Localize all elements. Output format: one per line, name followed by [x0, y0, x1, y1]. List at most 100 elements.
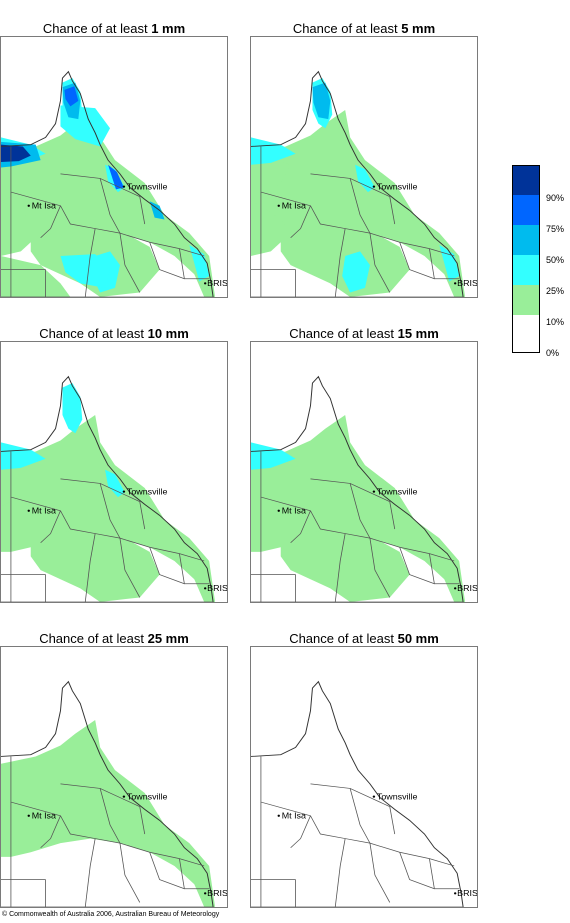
rainfall-region — [251, 137, 296, 165]
place-marker — [372, 490, 376, 493]
district-border — [149, 242, 185, 280]
rainfall-region — [342, 251, 370, 293]
place-marker — [122, 490, 126, 493]
district-border — [399, 242, 435, 280]
map-graphic: Townsville Mt Isa BRIS — [251, 375, 477, 602]
rainfall-region — [1, 414, 216, 602]
map-graphic: Townsville Mt Isa BRIS — [1, 375, 227, 602]
place-marker — [27, 204, 30, 207]
panel-title: Chance of at least 10 mm — [39, 326, 189, 341]
townsville-label: Townsville — [127, 792, 168, 802]
coastline — [1, 70, 214, 297]
district-border — [349, 483, 396, 530]
district-border — [260, 496, 346, 534]
rainfall-region — [189, 245, 210, 282]
district-border — [290, 510, 311, 543]
district-border — [40, 205, 61, 238]
map-25mm: Townsville Mt Isa BRIS — [0, 646, 228, 908]
townsville-label: Townsville — [127, 182, 168, 192]
rainfall-region — [62, 383, 83, 434]
rainfall-region — [1, 255, 71, 297]
district-border — [260, 191, 346, 229]
place-marker — [122, 795, 126, 798]
bris-label: BRIS — [457, 888, 477, 898]
district-border — [179, 248, 210, 280]
bris-label: BRIS — [457, 583, 477, 593]
district-border — [60, 173, 121, 234]
legend-swatch-75 — [512, 195, 540, 225]
map-graphic: Townsville Mt Isa BRIS — [251, 680, 477, 907]
district-border — [10, 801, 96, 839]
district-border — [334, 533, 346, 602]
rainfall-region — [1, 442, 46, 470]
district-border — [119, 843, 141, 903]
district-border — [369, 233, 391, 293]
district-border — [290, 815, 311, 848]
panel-title: Chance of at least 15 mm — [289, 326, 439, 341]
district-border — [310, 478, 371, 539]
legend-label-25: 25% — [546, 286, 565, 296]
coastline — [251, 70, 464, 297]
place-marker — [277, 204, 280, 207]
townsville-label: Townsville — [377, 182, 418, 192]
rainfall-region — [64, 86, 79, 107]
rainfall-region — [60, 254, 111, 288]
district-border — [84, 838, 96, 907]
legend-swatch-10 — [512, 285, 540, 315]
place-marker — [372, 795, 376, 798]
district-border — [349, 178, 396, 225]
rainfall-region — [1, 719, 216, 907]
district-border — [334, 228, 346, 297]
rainfall-region — [1, 144, 31, 162]
place-marker — [27, 509, 30, 512]
legend-swatch-90 — [512, 165, 540, 195]
district-border — [260, 801, 346, 839]
place-marker — [372, 185, 376, 188]
rainfall-region — [355, 164, 375, 193]
district-border — [349, 788, 396, 835]
rainfall-region — [108, 164, 124, 190]
mt-isa-label: Mt Isa — [32, 506, 57, 516]
place-marker — [454, 892, 457, 895]
coastline — [1, 375, 214, 602]
place-marker — [454, 587, 457, 590]
district-border — [60, 783, 121, 844]
map-graphic: Townsville Mt Isa BRIS — [251, 70, 477, 297]
mt-isa-label: Mt Isa — [32, 201, 57, 211]
rainfall-region — [1, 109, 216, 297]
district-border — [99, 788, 146, 835]
coastline — [251, 375, 464, 602]
panel-title: Chance of at least 50 mm — [289, 631, 439, 646]
townsville-label: Townsville — [377, 792, 418, 802]
legend-label-90: 90% — [546, 193, 565, 203]
mt-isa-label: Mt Isa — [282, 811, 307, 821]
rainfall-region — [30, 529, 160, 602]
legend-label-0: 0% — [546, 348, 560, 358]
district-border — [10, 191, 96, 229]
bris-label: BRIS — [457, 278, 477, 288]
district-border — [40, 510, 61, 543]
map-5mm: Townsville Mt Isa BRIS — [250, 36, 478, 298]
district-border — [99, 178, 146, 225]
district-border — [40, 815, 61, 848]
panel-title: Chance of at least 1 mm — [42, 21, 186, 36]
map-graphic: Townsville Mt Isa BRIS — [1, 680, 227, 907]
bris-label: BRIS — [207, 278, 227, 288]
district-border — [149, 852, 185, 890]
bris-label: BRIS — [207, 583, 227, 593]
district-border — [429, 248, 460, 280]
rainfall-region — [105, 469, 125, 498]
rainfall-region — [280, 529, 410, 602]
district-border — [149, 547, 185, 585]
coastline — [251, 680, 464, 907]
townsville-label: Townsville — [377, 487, 418, 497]
place-marker — [122, 185, 126, 188]
district-border — [60, 478, 121, 539]
map-50mm: Townsville Mt Isa BRIS — [250, 646, 478, 908]
mt-isa-label: Mt Isa — [282, 201, 307, 211]
district-border — [84, 533, 96, 602]
copyright-notice: © Commonwealth of Australia 2006, Austra… — [2, 911, 220, 918]
rainfall-region — [251, 442, 296, 470]
place-marker — [204, 587, 207, 590]
district-border — [429, 858, 460, 890]
